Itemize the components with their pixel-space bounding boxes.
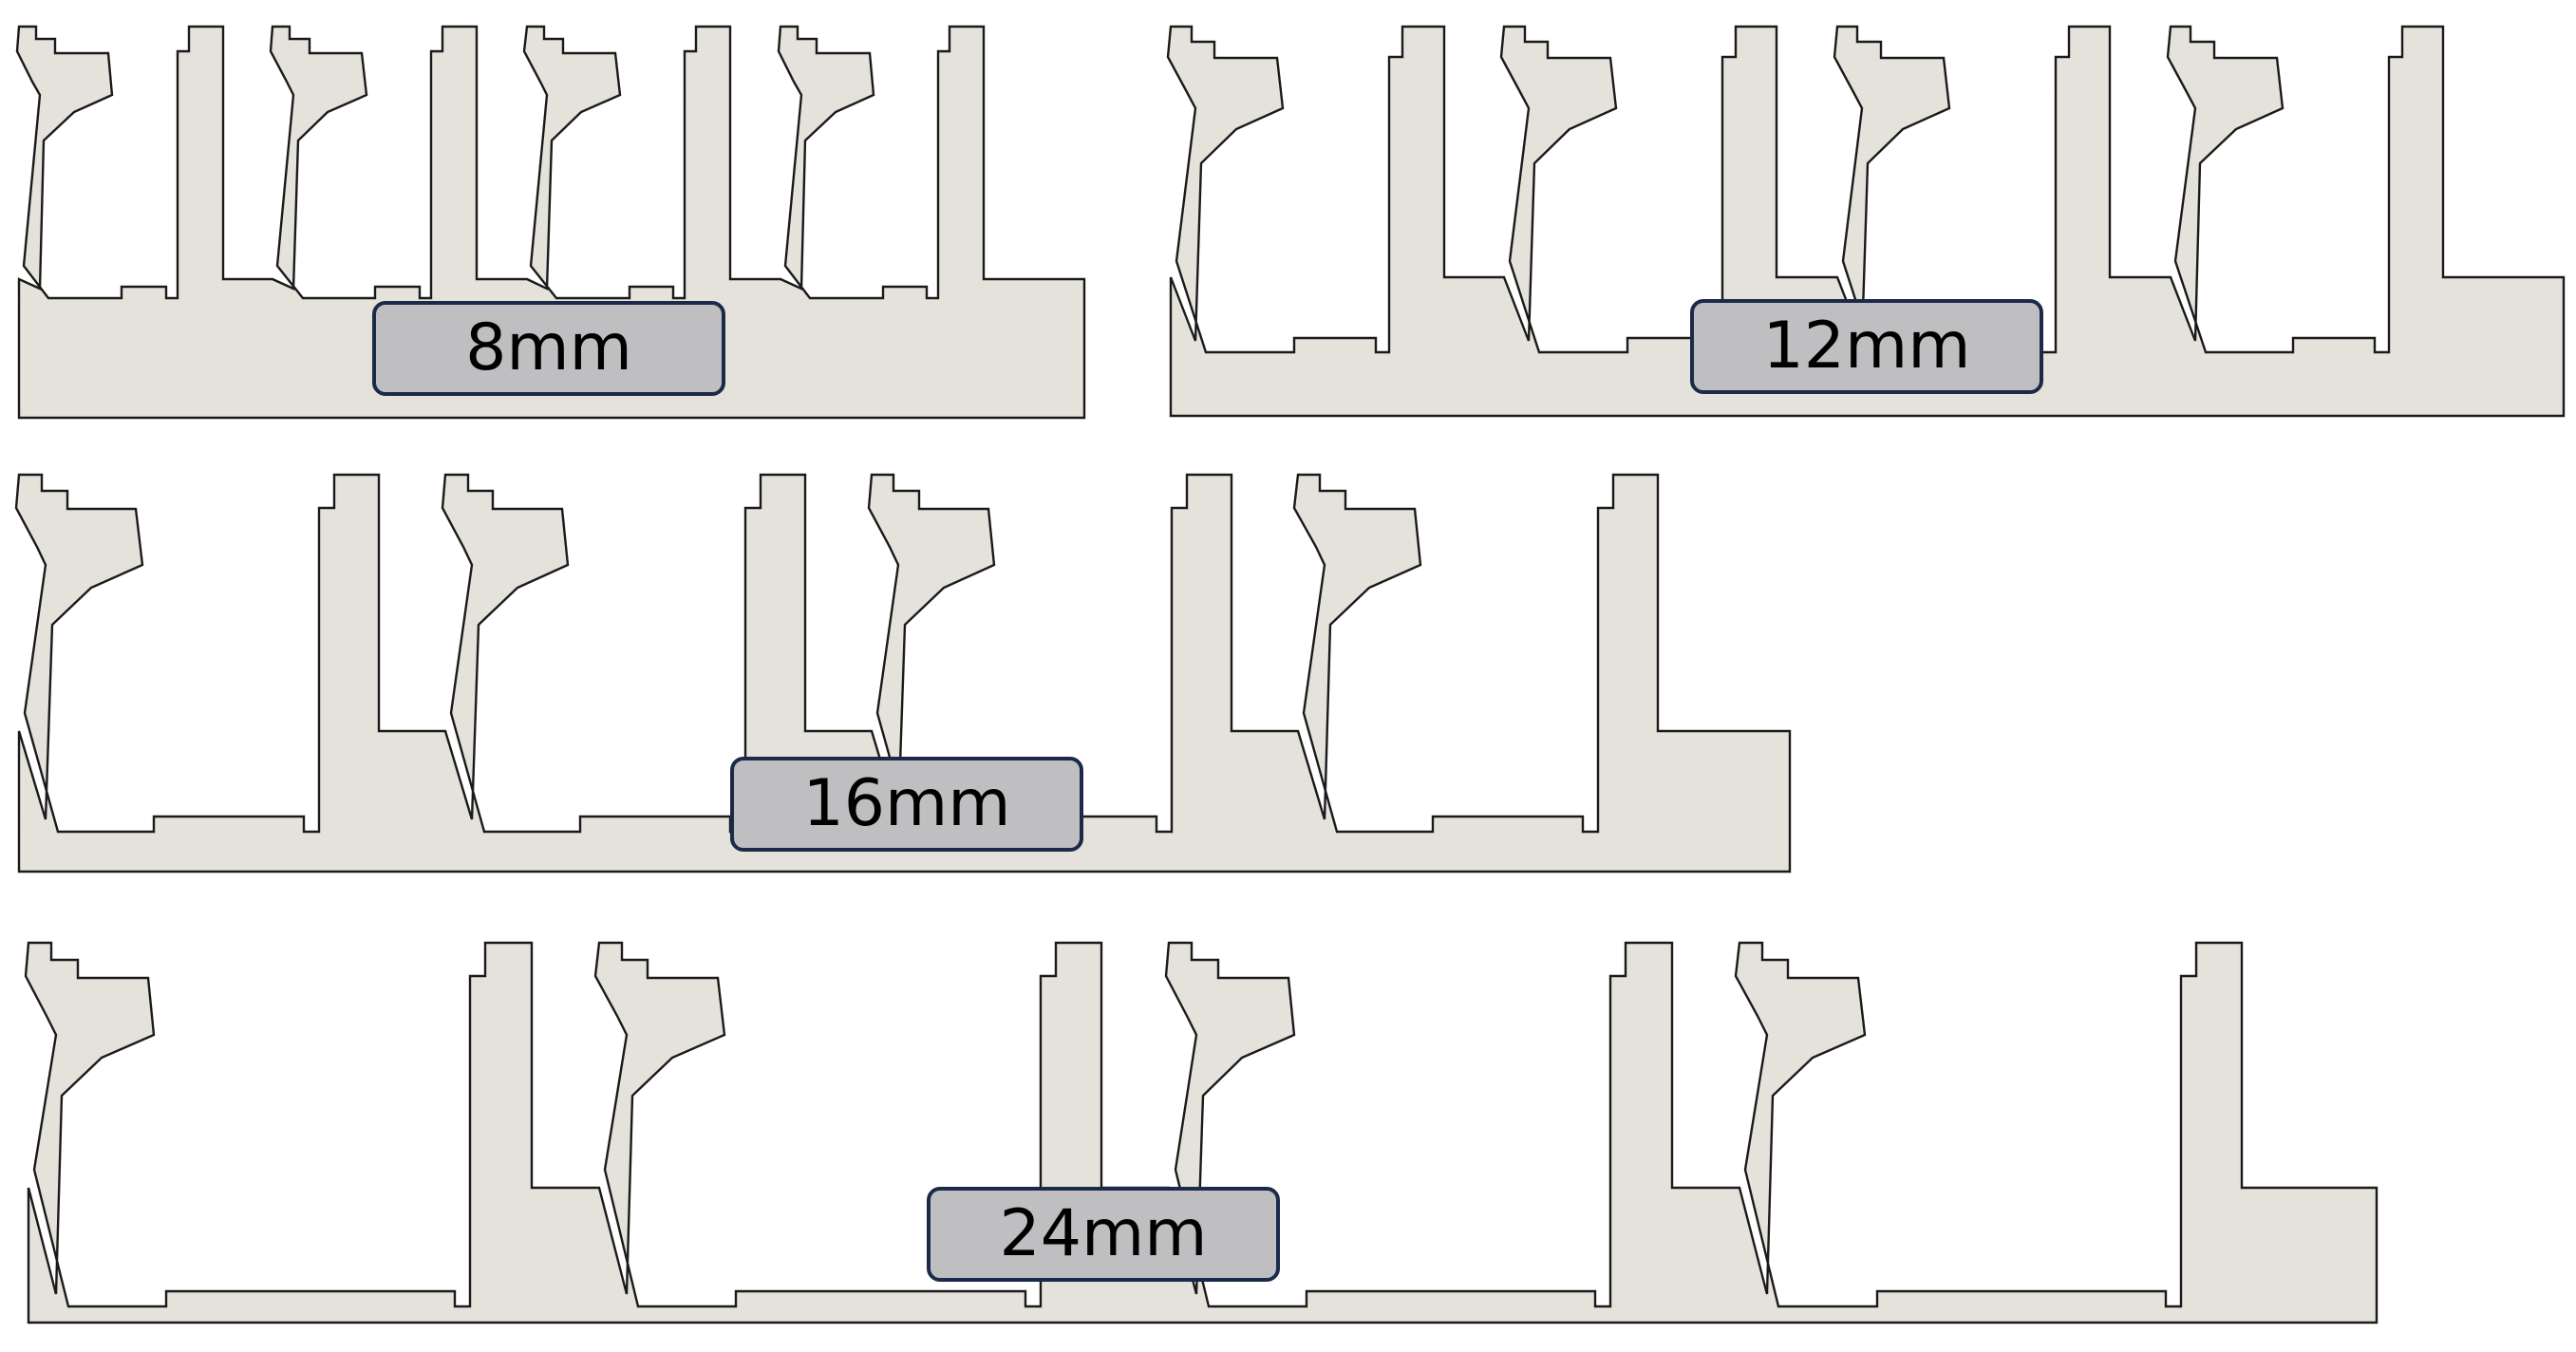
profile-24mm: 24mm [24, 941, 2379, 1324]
spacing-label-8mm: 8mm [372, 301, 725, 396]
profile-8mm-path [15, 25, 1086, 420]
profile-8mm: 8mm [15, 25, 1086, 420]
profile-24mm-path [24, 941, 2379, 1324]
spacing-label-12mm: 12mm [1690, 299, 2043, 394]
spacing-label-24mm: 24mm [927, 1187, 1280, 1282]
spacing-label-16mm: 16mm [730, 757, 1083, 852]
profile-12mm: 12mm [1166, 25, 2566, 418]
profile-8mm-outline [15, 25, 1086, 420]
profile-16mm: 16mm [14, 473, 1792, 873]
profile-24mm-outline [24, 941, 2379, 1324]
